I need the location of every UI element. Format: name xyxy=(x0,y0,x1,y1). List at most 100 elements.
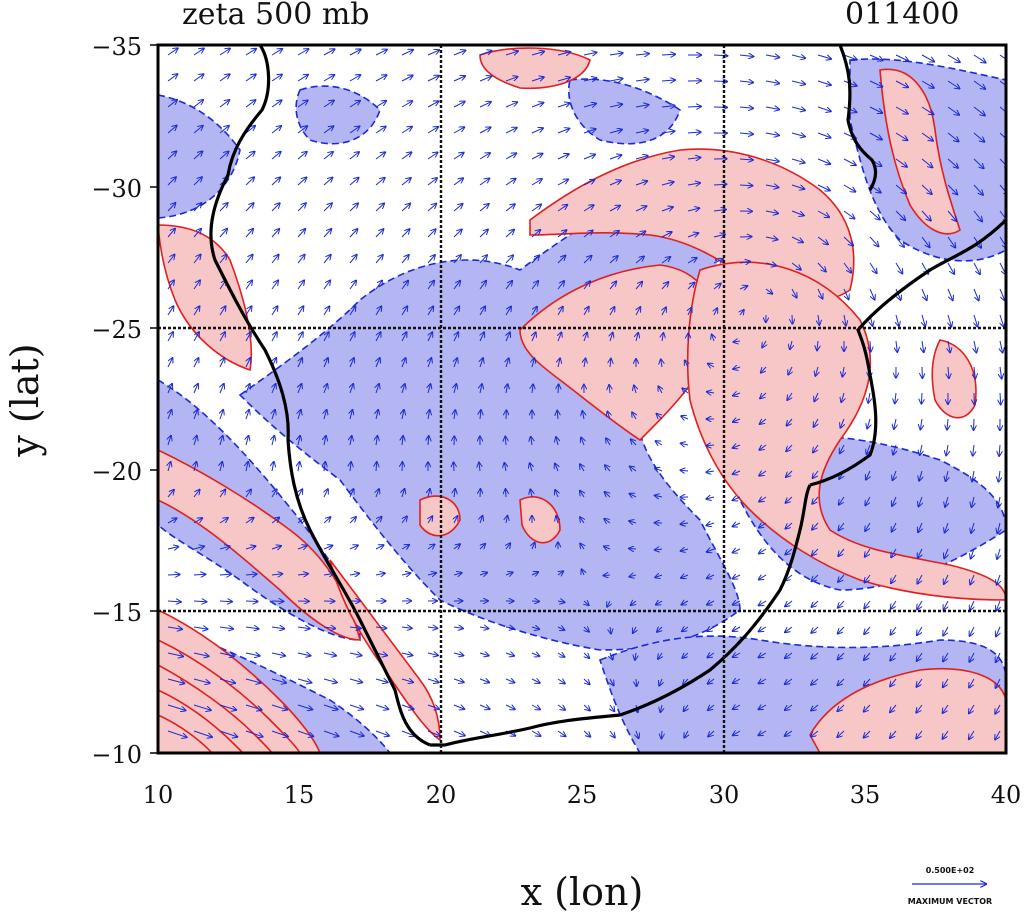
wind-vector xyxy=(402,489,405,498)
wind-vector xyxy=(479,307,485,316)
wind-vector xyxy=(610,652,613,659)
wind-vector xyxy=(505,102,517,108)
wind-vector xyxy=(943,704,949,713)
wind-vector xyxy=(635,231,645,238)
wind-vector xyxy=(920,444,922,455)
wind-vector xyxy=(167,490,174,498)
wind-vector xyxy=(791,133,805,137)
wind-vector xyxy=(946,470,948,481)
wind-vector xyxy=(453,230,462,238)
wind-vector xyxy=(167,177,176,186)
wind-vector xyxy=(219,332,225,342)
wind-vector xyxy=(350,489,354,498)
wind-vector xyxy=(765,159,779,161)
wind-vector xyxy=(479,705,490,709)
x-axis-label: x (lon) xyxy=(521,870,644,913)
wind-vector xyxy=(582,411,584,420)
wind-vector xyxy=(895,132,907,140)
wind-vector xyxy=(837,730,845,737)
wind-vector xyxy=(323,546,332,550)
wind-vector xyxy=(842,366,844,377)
wind-vector xyxy=(428,358,431,368)
wind-vector xyxy=(219,203,228,212)
wind-vector xyxy=(635,181,647,185)
wind-vector xyxy=(349,306,355,316)
wind-vector xyxy=(843,184,855,192)
wind-vector xyxy=(349,49,361,56)
wind-vector xyxy=(193,151,202,160)
x-tick-labels: 10 15 20 25 30 35 40 xyxy=(143,781,1022,809)
wind-vector xyxy=(635,54,649,55)
wind-vector xyxy=(219,74,230,82)
wind-vector xyxy=(193,730,212,737)
wind-vector-field xyxy=(167,48,1006,739)
wind-vector xyxy=(658,652,662,659)
wind-vector xyxy=(584,627,589,632)
wind-vector xyxy=(193,704,211,710)
wind-vector xyxy=(584,653,589,658)
wind-vector xyxy=(557,154,569,160)
wind-vector xyxy=(812,496,819,504)
wind-vector xyxy=(609,53,623,55)
wind-vector xyxy=(999,444,1000,456)
wind-vector xyxy=(246,462,248,472)
wind-vector xyxy=(791,159,805,163)
wind-vector xyxy=(817,80,831,85)
wind-vector xyxy=(427,679,438,682)
wind-vector xyxy=(895,210,905,220)
wind-vector xyxy=(401,573,410,575)
wind-vector xyxy=(682,653,689,658)
wind-vector xyxy=(219,255,227,264)
wind-vector xyxy=(631,601,636,605)
wind-vector xyxy=(505,281,512,290)
wind-vector xyxy=(813,444,819,452)
wind-vector xyxy=(629,549,637,550)
wind-vector xyxy=(713,184,726,185)
wind-vector xyxy=(999,184,1006,195)
y-tick-label: −25 xyxy=(91,316,142,344)
wind-vector xyxy=(635,652,636,660)
wind-vector xyxy=(659,678,662,686)
wind-vector xyxy=(556,516,558,524)
wind-vector xyxy=(864,600,871,608)
wind-vector xyxy=(636,730,639,738)
wind-vector xyxy=(193,332,199,342)
wind-vector xyxy=(634,386,636,394)
wind-vector xyxy=(220,410,223,420)
wind-vector xyxy=(480,544,485,549)
wind-vector xyxy=(974,418,975,430)
wind-vector xyxy=(556,437,558,446)
wind-vector xyxy=(375,127,386,134)
wind-vector xyxy=(505,705,515,709)
wind-vector xyxy=(818,314,819,325)
wind-vector xyxy=(323,730,339,736)
wind-vector xyxy=(893,444,896,455)
wind-vector xyxy=(453,153,464,160)
wind-vector xyxy=(271,281,278,290)
wind-vector xyxy=(739,286,747,289)
wind-vector xyxy=(864,678,871,686)
wind-vector xyxy=(682,627,689,631)
wind-vector xyxy=(681,523,689,524)
wind-vector xyxy=(402,436,403,446)
wind-vector xyxy=(759,471,767,476)
wind-vector xyxy=(837,704,845,711)
wind-vector xyxy=(945,496,948,507)
wind-vector xyxy=(454,332,458,342)
wind-vector xyxy=(811,678,819,685)
wind-vector xyxy=(661,131,674,133)
wind-vector xyxy=(765,133,779,135)
wind-vector xyxy=(739,107,753,108)
wind-vector xyxy=(609,130,622,133)
wind-vector xyxy=(812,600,819,607)
wind-vector xyxy=(947,80,960,89)
wind-vector xyxy=(557,205,567,212)
wind-vector xyxy=(245,601,258,602)
wind-vector xyxy=(557,230,566,238)
wind-vector xyxy=(791,236,803,242)
wind-vector xyxy=(681,416,689,419)
wind-vector xyxy=(428,436,429,446)
wind-vector xyxy=(219,100,229,108)
wind-vector xyxy=(193,358,199,368)
wind-vector xyxy=(1000,340,1003,353)
